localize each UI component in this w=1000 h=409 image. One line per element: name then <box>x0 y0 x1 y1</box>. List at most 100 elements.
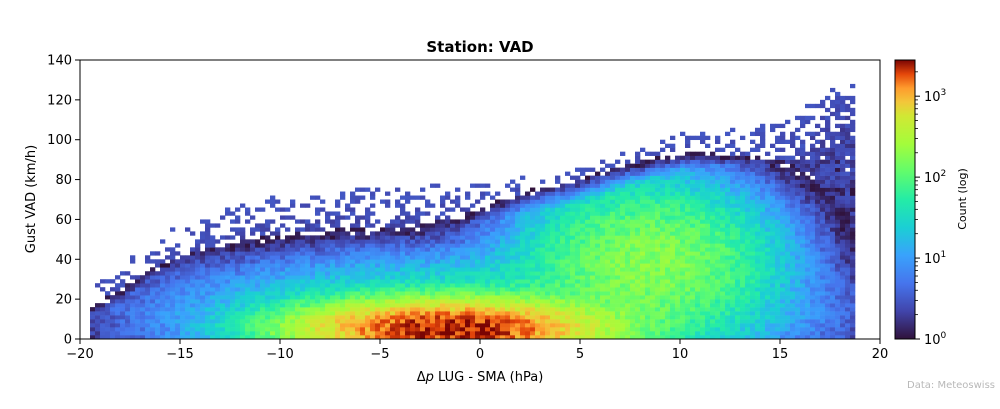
heatmap-cell <box>780 267 786 272</box>
heatmap-cell <box>160 295 166 300</box>
heatmap-cell <box>620 335 626 340</box>
heatmap-cell <box>660 283 666 288</box>
heatmap-cell <box>560 291 566 296</box>
heatmap-cell <box>540 307 546 312</box>
heatmap-cell <box>600 195 606 200</box>
heatmap-cell <box>550 275 556 280</box>
heatmap-cell <box>475 215 481 220</box>
heatmap-cell <box>795 295 801 300</box>
heatmap-cell <box>670 303 676 308</box>
heatmap-cell <box>465 295 471 300</box>
heatmap-cell <box>505 243 511 248</box>
heatmap-cell <box>435 223 441 228</box>
heatmap-cell <box>745 303 751 308</box>
heatmap-cell <box>730 227 736 232</box>
heatmap-cell <box>670 283 676 288</box>
heatmap-cell <box>315 303 321 308</box>
heatmap-cell <box>800 219 806 224</box>
heatmap-cell <box>190 303 196 308</box>
heatmap-cell <box>475 331 481 336</box>
heatmap-cell <box>410 215 416 220</box>
heatmap-cell <box>720 307 726 312</box>
heatmap-cell <box>785 219 791 224</box>
heatmap-cell <box>435 299 441 304</box>
heatmap-cell <box>755 267 761 272</box>
heatmap-cell <box>755 327 761 332</box>
heatmap-cell <box>385 223 391 228</box>
heatmap-cell <box>740 239 746 244</box>
heatmap-cell <box>100 323 106 328</box>
heatmap-cell <box>505 239 511 244</box>
heatmap-cell <box>395 239 401 244</box>
heatmap-cell <box>570 291 576 296</box>
heatmap-cell <box>715 319 721 324</box>
heatmap-cell <box>680 219 686 224</box>
heatmap-cell <box>475 231 481 236</box>
heatmap-cell <box>535 311 541 316</box>
heatmap-cell <box>705 335 711 340</box>
heatmap-cell <box>675 307 681 312</box>
heatmap-cell <box>215 271 221 276</box>
heatmap-cell <box>535 263 541 268</box>
heatmap-cell <box>680 235 686 240</box>
heatmap-cell <box>110 287 116 292</box>
heatmap-cell <box>775 299 781 304</box>
heatmap-cell <box>495 279 501 284</box>
heatmap-cell <box>515 311 521 316</box>
heatmap-cell <box>150 303 156 308</box>
heatmap-cell <box>805 259 811 264</box>
heatmap-cell <box>675 239 681 244</box>
heatmap-cell <box>240 275 246 280</box>
heatmap-cell <box>600 295 606 300</box>
heatmap-cell <box>620 151 626 156</box>
heatmap-cell <box>310 279 316 284</box>
heatmap-cell <box>775 195 781 200</box>
heatmap-cell <box>630 215 636 220</box>
heatmap-cell <box>675 243 681 248</box>
heatmap-cell <box>540 211 546 216</box>
heatmap-cell <box>705 259 711 264</box>
heatmap-cell <box>510 335 516 340</box>
heatmap-cell <box>585 243 591 248</box>
heatmap-cell <box>435 287 441 292</box>
heatmap-cell <box>585 323 591 328</box>
heatmap-cell <box>305 251 311 256</box>
heatmap-cell <box>730 331 736 336</box>
heatmap-cell <box>550 327 556 332</box>
heatmap-cell <box>545 295 551 300</box>
heatmap-cell <box>120 307 126 312</box>
heatmap-cell <box>375 275 381 280</box>
heatmap-cell <box>510 287 516 292</box>
heatmap-cell <box>490 251 496 256</box>
heatmap-cell <box>90 315 96 320</box>
heatmap-cell <box>660 139 666 144</box>
heatmap-cell <box>435 319 441 324</box>
heatmap-cell <box>605 287 611 292</box>
heatmap-cell <box>300 307 306 312</box>
heatmap-cell <box>565 207 571 212</box>
heatmap-cell <box>430 279 436 284</box>
heatmap-cell <box>700 323 706 328</box>
heatmap-cell <box>705 247 711 252</box>
heatmap-cell <box>295 287 301 292</box>
heatmap-cell <box>585 287 591 292</box>
heatmap-cell <box>400 247 406 252</box>
heatmap-cell <box>655 215 661 220</box>
heatmap-cell <box>590 307 596 312</box>
heatmap-cell <box>485 291 491 296</box>
heatmap-cell <box>780 199 786 204</box>
heatmap-cell <box>410 227 416 232</box>
heatmap-cell <box>250 335 256 340</box>
heatmap-cell <box>235 227 241 232</box>
heatmap-cell <box>405 303 411 308</box>
heatmap-cell <box>745 263 751 268</box>
heatmap-cell <box>595 171 601 176</box>
heatmap-cell <box>420 211 426 216</box>
heatmap-cell <box>355 279 361 284</box>
heatmap-cell <box>230 311 236 316</box>
heatmap-cell <box>100 303 106 308</box>
heatmap-cell <box>310 247 316 252</box>
heatmap-cell <box>535 327 541 332</box>
heatmap-cell <box>700 327 706 332</box>
heatmap-cell <box>755 307 761 312</box>
